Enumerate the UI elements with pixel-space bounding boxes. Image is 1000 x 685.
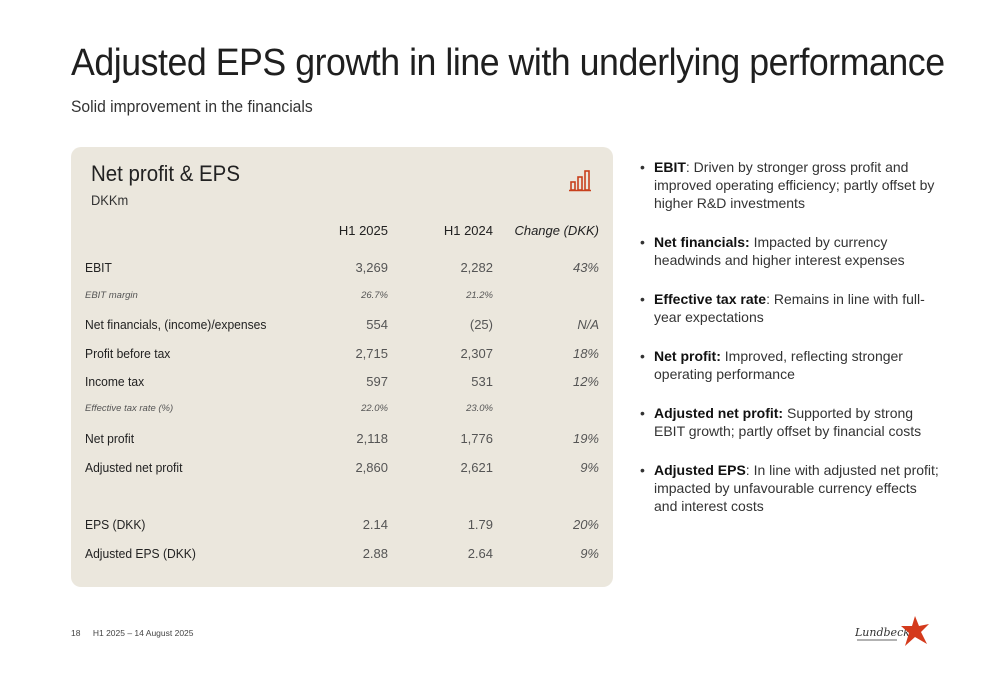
table-row: Adjusted EPS (DKK) 2.88 2.64 9% — [85, 546, 599, 566]
slide-title: Adjusted EPS growth in line with underly… — [71, 42, 945, 84]
row-h1-2025: 2,860 — [355, 460, 388, 475]
logo-text: Lundbeck — [855, 626, 910, 639]
bullet-text: Improved, reflecting stronger operating … — [654, 348, 903, 382]
row-h1-2024: (25) — [469, 317, 493, 332]
row-label: Income tax — [85, 374, 145, 389]
row-h1-2025: 597 — [366, 374, 388, 389]
row-label: Adjusted net profit — [85, 460, 183, 475]
table-header: H1 2025 H1 2024 Change (DKK) — [85, 223, 599, 243]
row-change: 9% — [580, 460, 599, 475]
col-h1-2025: H1 2025 — [338, 223, 388, 238]
bullet-net-profit: Net profit: Improved, reflecting stronge… — [640, 347, 940, 383]
bullet-adjusted-eps: Adjusted EPS: In line with adjusted net … — [640, 461, 940, 515]
bullet-separator: : — [685, 159, 694, 175]
bullet-term: EBIT — [654, 159, 686, 175]
row-change: 19% — [572, 431, 599, 446]
bullet-text: Impacted by currency headwinds and highe… — [654, 234, 905, 268]
bullet-term: Net profit: — [654, 348, 721, 364]
bullet-effective-tax-rate: Effective tax rate: Remains in line with… — [640, 290, 940, 326]
row-label: Net profit — [85, 431, 135, 446]
bullet-adjusted-net-profit: Adjusted net profit: Supported by strong… — [640, 404, 940, 440]
row-h1-2025: 2.14 — [362, 517, 388, 532]
row-label: EBIT — [85, 260, 112, 275]
row-h1-2024: 2,307 — [460, 346, 493, 361]
table-row: Adjusted net profit 2,860 2,621 9% — [85, 460, 599, 480]
footer-label: H1 2025 – 14 August 2025 — [92, 628, 194, 638]
bullet-term: Effective tax rate — [654, 291, 767, 307]
card-title: Net profit & EPS — [91, 161, 240, 186]
page-number: 18 — [71, 628, 81, 638]
slide-subtitle: Solid improvement in the financials — [71, 97, 313, 116]
row-h1-2025: 3,269 — [355, 260, 388, 275]
row-h1-2024: 1.79 — [467, 517, 493, 532]
commentary-bullets: EBIT: Driven by stronger gross profit an… — [640, 158, 940, 536]
row-label: Profit before tax — [85, 346, 171, 361]
bullet-text: In line with adjusted net profit; impact… — [654, 462, 939, 514]
table-row: EPS (DKK) 2.14 1.79 20% — [85, 517, 599, 537]
row-change: 43% — [572, 260, 599, 275]
row-label: Adjusted EPS (DKK) — [85, 546, 196, 561]
table-row: Net profit 2,118 1,776 19% — [85, 431, 599, 451]
row-h1-2024: 2.64 — [467, 546, 493, 561]
row-h1-2025: 22.0% — [361, 403, 388, 414]
col-h1-2024: H1 2024 — [443, 223, 493, 238]
row-h1-2024: 21.2% — [466, 290, 493, 301]
col-change: Change (DKK) — [514, 223, 599, 238]
bullet-ebit: EBIT: Driven by stronger gross profit an… — [640, 158, 940, 212]
bullet-text: Remains in line with full-year expectati… — [654, 291, 925, 325]
bar-chart-icon — [569, 170, 591, 192]
row-change: 20% — [572, 517, 599, 532]
table-row: EBIT margin 26.7% 21.2% — [85, 290, 599, 310]
row-h1-2024: 2,621 — [460, 460, 493, 475]
table-row: Profit before tax 2,715 2,307 18% — [85, 346, 599, 366]
row-label: Net financials, (income)/expenses — [85, 317, 267, 332]
row-h1-2025: 554 — [366, 317, 388, 332]
bullet-term: Adjusted net profit: — [654, 405, 784, 421]
row-change: N/A — [577, 317, 599, 332]
bullet-term: Adjusted EPS — [654, 462, 746, 478]
row-change: 18% — [572, 346, 599, 361]
row-label: Effective tax rate (%) — [85, 403, 174, 414]
row-h1-2025: 2,118 — [356, 431, 388, 446]
row-h1-2024: 23.0% — [466, 403, 493, 414]
footer: 18 H1 2025 – 14 August 2025 — [71, 628, 204, 638]
bullet-net-financials: Net financials: Impacted by currency hea… — [640, 233, 940, 269]
row-label: EPS (DKK) — [85, 517, 146, 532]
bullet-separator: : — [766, 291, 774, 307]
row-h1-2024: 531 — [471, 374, 493, 389]
row-change: 9% — [580, 546, 599, 561]
row-change: 12% — [572, 374, 599, 389]
table-row: Income tax 597 531 12% — [85, 374, 599, 394]
bullet-separator: : — [745, 462, 754, 478]
row-h1-2024: 1,776 — [460, 431, 493, 446]
table-row: Net financials, (income)/expenses 554 (2… — [85, 317, 599, 337]
lundbeck-logo: Lundbeck — [855, 616, 929, 646]
card-unit: DKKm — [91, 192, 129, 208]
row-h1-2024: 2,282 — [460, 260, 493, 275]
bullet-term: Net financials: — [654, 234, 750, 250]
row-label: EBIT margin — [85, 290, 138, 301]
row-h1-2025: 26.7% — [361, 290, 388, 301]
row-h1-2025: 2.88 — [362, 546, 388, 561]
table-row: EBIT 3,269 2,282 43% — [85, 260, 599, 280]
table-row: Effective tax rate (%) 22.0% 23.0% — [85, 403, 599, 423]
bullet-text: Supported by strong EBIT growth; partly … — [654, 405, 922, 439]
net-profit-card: Net profit & EPS DKKm H1 2025 H1 2024 Ch… — [71, 147, 613, 587]
bullet-text: Driven by stronger gross profit and impr… — [654, 159, 935, 211]
row-h1-2025: 2,715 — [355, 346, 388, 361]
